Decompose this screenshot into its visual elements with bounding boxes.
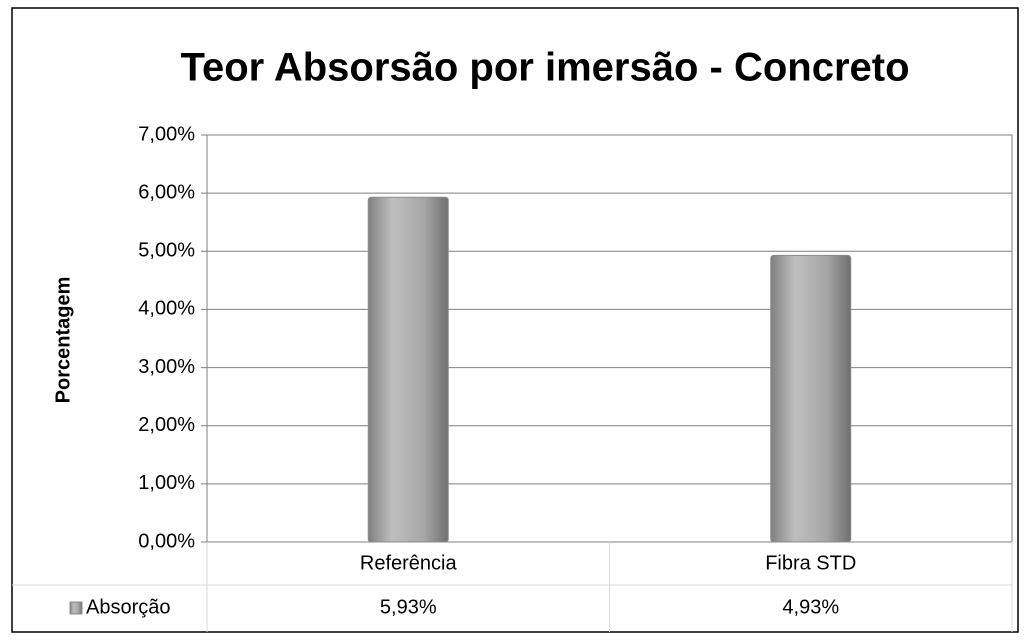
bar (367, 196, 449, 543)
data-table-value: 4,93% (782, 596, 839, 618)
y-axis-label: Porcentagem (52, 277, 74, 404)
plot-area (206, 134, 1013, 543)
legend-label: Absorção (86, 596, 171, 618)
x-tick-label: Referência (360, 552, 458, 574)
x-tick-label: Fibra STD (765, 552, 856, 574)
y-tick-label: 7,00% (138, 123, 195, 145)
bar (770, 254, 852, 543)
y-tick-label: 1,00% (138, 472, 195, 494)
y-tick-label: 2,00% (138, 414, 195, 436)
legend-swatch (69, 601, 83, 615)
y-tick-label: 6,00% (138, 181, 195, 203)
data-table-value: 5,93% (380, 596, 437, 618)
y-tick-label: 3,00% (138, 356, 195, 378)
y-tick-label: 5,00% (138, 240, 195, 262)
y-tick-label: 4,00% (138, 298, 195, 320)
chart-title: Teor Absorsão por imersão - Concreto (180, 46, 909, 90)
y-tick-label: 0,00% (138, 530, 195, 552)
